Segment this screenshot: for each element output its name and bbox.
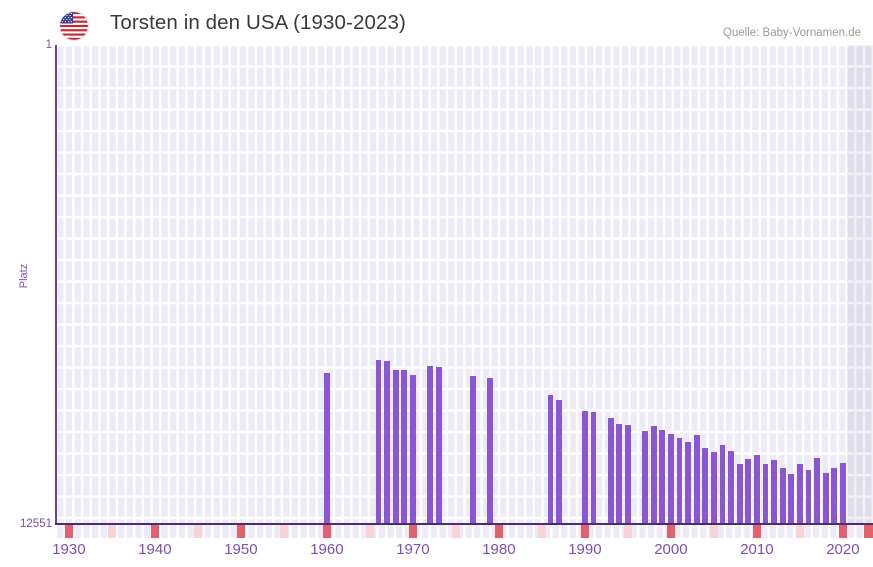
bar[interactable] (805, 470, 812, 523)
x-tick-major (752, 525, 762, 538)
bar[interactable] (762, 463, 769, 523)
bar[interactable] (324, 373, 330, 523)
source-attribution: Quelle: Baby-Vornamen.de (722, 27, 861, 39)
x-tick-minor (279, 525, 289, 538)
bar[interactable] (392, 369, 399, 523)
x-axis-tick-label: 1930 (52, 541, 86, 558)
plot-area (56, 45, 873, 523)
page-title: Torsten in den USA (1930-2023) (110, 11, 406, 34)
x-tick-minor (537, 525, 547, 538)
x-tick-minor (107, 525, 117, 538)
bar[interactable] (745, 459, 752, 523)
plot-grid-background (56, 45, 873, 523)
bar[interactable] (590, 412, 597, 523)
bar[interactable] (822, 473, 829, 523)
x-tick-major (64, 525, 74, 538)
bar-series (56, 45, 873, 523)
bar[interactable] (797, 463, 803, 523)
x-tick-major (494, 525, 504, 538)
bar[interactable] (625, 424, 631, 523)
x-axis-tick-label: 1970 (396, 541, 430, 558)
x-tick-minor (795, 525, 805, 538)
x-axis-tick-label: 1940 (138, 541, 172, 558)
bar[interactable] (814, 457, 820, 523)
x-axis-tick-label: 1980 (482, 541, 516, 558)
bar[interactable] (771, 459, 777, 523)
x-axis-tick-band (56, 525, 873, 538)
bar[interactable] (582, 411, 588, 523)
chart-header: Torsten in den USA (1930-2023) Quelle: B… (0, 0, 873, 46)
bar[interactable] (685, 442, 691, 523)
bar[interactable] (693, 435, 700, 523)
x-tick-minor (365, 525, 375, 538)
x-axis-line (55, 523, 873, 525)
bar[interactable] (547, 394, 554, 523)
bar[interactable] (668, 434, 674, 523)
x-axis-tick-label: 2000 (654, 541, 688, 558)
bar[interactable] (736, 463, 743, 523)
x-tick-major (838, 525, 848, 538)
bar[interactable] (401, 370, 408, 523)
bar[interactable] (556, 399, 562, 523)
bar[interactable] (427, 366, 433, 523)
bar[interactable] (487, 378, 494, 523)
bar[interactable] (659, 430, 666, 523)
bar[interactable] (410, 374, 416, 523)
bar[interactable] (788, 474, 795, 523)
bar[interactable] (719, 445, 726, 523)
bar[interactable] (435, 367, 442, 523)
x-tick-major (236, 525, 246, 538)
bar[interactable] (375, 359, 382, 523)
x-tick-major (666, 525, 676, 538)
x-tick-minor (451, 525, 461, 538)
bar[interactable] (676, 438, 683, 523)
x-tick-minor (623, 525, 633, 538)
x-tick-major (580, 525, 590, 538)
y-axis-line (55, 45, 57, 523)
x-tick-major (408, 525, 418, 538)
x-axis-tick-label: 1950 (224, 541, 258, 558)
x-axis-tick-label: 1990 (568, 541, 602, 558)
x-tick-major (150, 525, 160, 538)
bar[interactable] (642, 431, 648, 523)
bar[interactable] (384, 360, 390, 523)
us-flag-icon (60, 12, 88, 40)
x-tick-end (864, 525, 873, 538)
bar[interactable] (616, 424, 623, 523)
bar[interactable] (470, 375, 476, 523)
x-axis-tick-label: 2010 (740, 541, 774, 558)
bar[interactable] (702, 447, 709, 523)
x-axis-tick-label: 1960 (310, 541, 344, 558)
x-axis-tick-labels: 1930 1940 1950 1960 1970 1980 1990 2000 2010 2020 (52, 541, 873, 563)
x-tick-minor (193, 525, 203, 538)
bar[interactable] (607, 417, 614, 523)
bar[interactable] (711, 452, 717, 523)
x-tick-major (322, 525, 332, 538)
x-axis-tick-label: 2020 (826, 541, 860, 558)
bar[interactable] (650, 426, 657, 523)
y-axis-title: Platz (18, 263, 30, 289)
bar[interactable] (831, 468, 838, 523)
y-axis-bottom-tick-label: 12551 (20, 518, 52, 530)
x-tick-minor (709, 525, 719, 538)
bar[interactable] (728, 451, 734, 523)
y-axis-top-tick-label: 1 (45, 39, 52, 51)
bar[interactable] (779, 468, 786, 523)
bar[interactable] (840, 463, 846, 523)
bar[interactable] (754, 455, 760, 523)
